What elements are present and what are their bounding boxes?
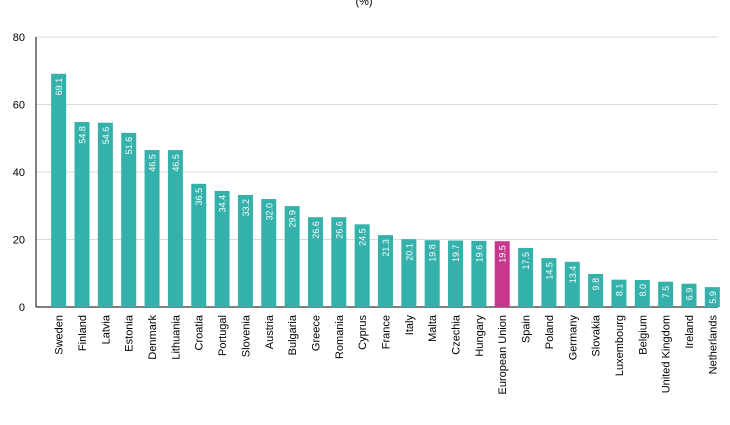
data-label: 8.0 xyxy=(638,284,648,297)
x-tick-label: Sweden xyxy=(54,315,66,355)
x-tick-label: Finland xyxy=(77,315,89,351)
data-label: 8.1 xyxy=(614,284,624,297)
data-label: 7.5 xyxy=(661,286,671,299)
bar xyxy=(424,240,440,307)
x-tick-label: Cyprus xyxy=(357,315,369,350)
x-tick-label: Slovenia xyxy=(240,314,252,357)
data-label: 13.4 xyxy=(568,266,578,284)
data-label: 24.5 xyxy=(358,228,368,246)
data-label: 54.6 xyxy=(101,127,111,145)
bar xyxy=(97,122,113,307)
y-tick-label: 0 xyxy=(19,302,25,314)
x-tick-label: Malta xyxy=(427,314,439,342)
bar xyxy=(658,281,674,307)
bar xyxy=(237,194,253,307)
data-label: 26.6 xyxy=(334,221,344,239)
data-label: 46.5 xyxy=(171,154,181,172)
bar xyxy=(121,132,137,307)
bar xyxy=(681,283,697,307)
x-tick-label: European Union xyxy=(497,315,509,395)
x-tick-label: Spain xyxy=(521,315,533,343)
data-label: 51.6 xyxy=(124,137,134,155)
data-label: 19.6 xyxy=(474,245,484,263)
bar xyxy=(401,239,417,307)
x-tick-label: Lithuania xyxy=(170,314,182,360)
x-tick-label: France xyxy=(381,315,393,349)
data-label: 14.5 xyxy=(544,262,554,280)
x-tick-label: Bulgaria xyxy=(287,314,299,355)
bar xyxy=(354,224,370,307)
data-label: 19.7 xyxy=(451,245,461,263)
bar xyxy=(307,217,323,307)
data-label: 69.1 xyxy=(54,78,64,96)
x-tick-label: Poland xyxy=(544,315,556,349)
data-label: 36.5 xyxy=(194,188,204,206)
bar xyxy=(51,73,67,307)
x-tick-label: Croatia xyxy=(194,314,206,350)
bar xyxy=(704,287,720,307)
x-tick-label: Romania xyxy=(334,314,346,359)
bar xyxy=(541,258,557,307)
data-label: 29.9 xyxy=(288,210,298,228)
unit-label: (%) xyxy=(355,0,373,8)
bar xyxy=(518,247,534,307)
x-tick-label: Ireland xyxy=(684,315,696,349)
x-tick-label: Slovakia xyxy=(591,314,603,356)
x-tick-label: United Kingdom xyxy=(661,315,673,393)
bar xyxy=(494,241,510,307)
x-tick-label: Italy xyxy=(404,315,416,336)
bar xyxy=(564,261,580,307)
data-label: 46.5 xyxy=(148,154,158,172)
bar xyxy=(167,150,183,307)
bar xyxy=(378,235,393,307)
x-tick-label: Luxembourg xyxy=(614,315,626,376)
bar xyxy=(331,217,347,307)
bar xyxy=(611,279,627,307)
data-label: 26.6 xyxy=(311,221,321,239)
x-tick-label: Germany xyxy=(567,315,579,361)
data-label: 5.9 xyxy=(708,291,718,304)
bar xyxy=(191,183,207,307)
data-label: 19.5 xyxy=(498,245,508,263)
bar xyxy=(448,240,464,307)
x-tick-label: Belgium xyxy=(637,315,649,355)
x-tick-label: Czechia xyxy=(451,314,463,355)
y-tick-label: 60 xyxy=(13,100,25,112)
data-label: 6.9 xyxy=(684,288,694,301)
y-tick-label: 20 xyxy=(13,235,25,247)
bar xyxy=(144,150,160,307)
data-label: 19.8 xyxy=(428,244,438,262)
x-tick-label: Hungary xyxy=(474,315,486,357)
x-tick-label: Austria xyxy=(264,314,276,349)
data-label: 21.3 xyxy=(381,239,391,257)
data-label: 54.8 xyxy=(78,126,88,144)
y-tick-label: 40 xyxy=(13,167,25,179)
data-label: 9.8 xyxy=(591,278,601,291)
bar xyxy=(588,273,604,307)
x-tick-label: Denmark xyxy=(147,315,159,360)
bar xyxy=(284,206,300,307)
bar xyxy=(74,122,90,307)
bar xyxy=(471,240,487,307)
bar xyxy=(634,280,650,307)
data-label: 33.2 xyxy=(241,199,251,217)
y-tick-label: 80 xyxy=(13,32,25,44)
data-label: 32.0 xyxy=(264,203,274,221)
x-tick-label: Greece xyxy=(310,315,322,351)
x-tick-label: Netherlands xyxy=(707,315,719,375)
x-tick-label: Estonia xyxy=(124,314,136,352)
x-tick-label: Latvia xyxy=(100,314,112,344)
bar xyxy=(214,190,230,307)
data-label: 34.4 xyxy=(218,195,228,213)
data-label: 20.1 xyxy=(404,243,414,261)
bar xyxy=(261,199,277,307)
data-label: 17.5 xyxy=(521,252,531,270)
x-tick-label: Portugal xyxy=(217,315,229,356)
